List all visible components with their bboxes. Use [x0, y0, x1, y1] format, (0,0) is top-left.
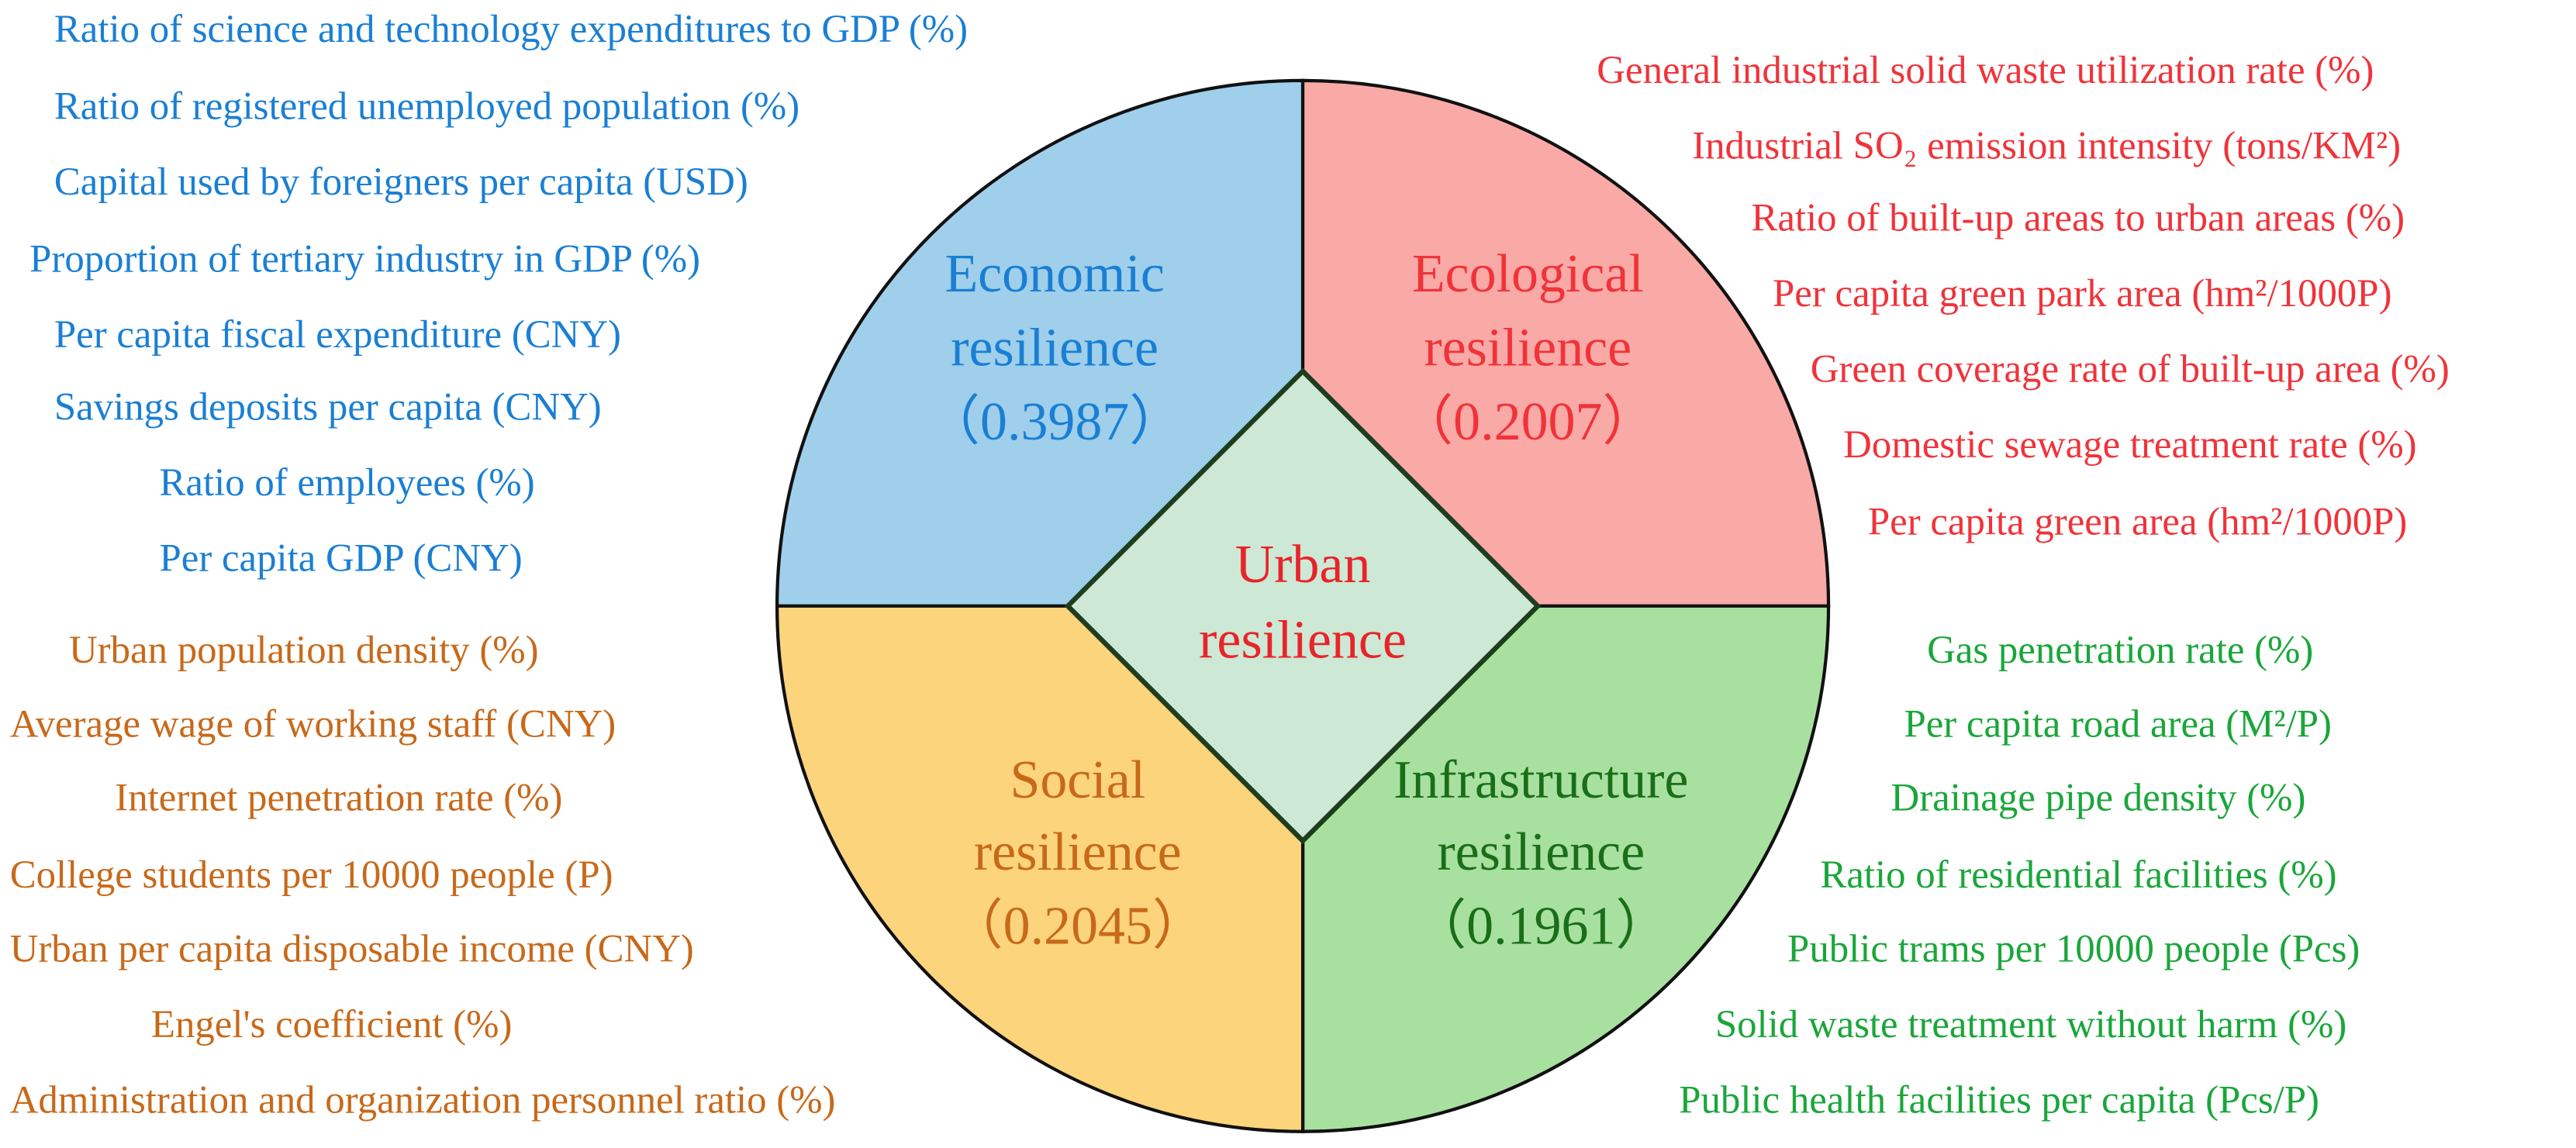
- indicator-label: Solid waste treatment without harm (%): [1715, 1002, 2346, 1046]
- center-label: Urban: [1235, 535, 1371, 595]
- indicator-label: Internet penetration rate (%): [115, 776, 562, 819]
- indicator-label: College students per 10000 people (P): [10, 853, 613, 896]
- dimension-title: Ecological: [1412, 244, 1644, 304]
- indicator-label: Ratio of residential facilities (%): [1820, 853, 2336, 896]
- indicator-label: General industrial solid waste utilizati…: [1597, 48, 2374, 91]
- indicator-label: Capital used by foreigners per capita (U…: [54, 160, 748, 203]
- indicator-label: Per capita road area (M²/P): [1904, 702, 2332, 745]
- social-sector: [775, 604, 1305, 1133]
- indicator-label: Industrial SO₂ emission intensity (tons/…: [1692, 124, 2401, 167]
- indicator-label: Urban per capita disposable income (CNY): [10, 927, 694, 970]
- indicator-label: Per capita GDP (CNY): [160, 536, 523, 579]
- indicator-label: Per capita green park area (hm²/1000P): [1773, 271, 2392, 315]
- ecological-sector: [1300, 78, 1831, 608]
- dimension-title: Economic: [944, 244, 1164, 304]
- indicator-label: Proportion of tertiary industry in GDP (…: [29, 237, 700, 281]
- economic-sector: [775, 78, 1305, 608]
- indicator-label: Ratio of built-up areas to urban areas (…: [1751, 196, 2405, 240]
- indicator-label: Public health facilities per capita (Pcs…: [1679, 1077, 2319, 1121]
- indicator-label: Per capita green area (hm²/1000P): [1868, 500, 2407, 543]
- dimension-weight: （0.3987）: [926, 392, 1183, 452]
- center-diamond: [1064, 367, 1542, 845]
- indicator-label: Ratio of science and technology expendit…: [54, 7, 968, 50]
- indicator-label: Average wage of working staff (CNY): [10, 702, 616, 745]
- dimension-title: resilience: [1437, 822, 1645, 882]
- dimension-weight: （0.2045）: [949, 896, 1207, 956]
- dimension-weight: （0.1961）: [1412, 896, 1670, 956]
- dimension-title: resilience: [974, 822, 1182, 882]
- indicator-label: Urban population density (%): [69, 628, 539, 671]
- dimension-title: Social: [1010, 750, 1145, 810]
- infrastructure-sector: [1300, 604, 1831, 1133]
- dimension-title: resilience: [951, 319, 1159, 378]
- indicator-label: Engel's coefficient (%): [151, 1002, 512, 1046]
- indicator-label: Ratio of registered unemployed populatio…: [54, 84, 799, 128]
- indicator-label: Ratio of employees (%): [160, 460, 535, 504]
- dimension-title: resilience: [1424, 319, 1632, 378]
- indicator-label: Drainage pipe density (%): [1891, 776, 2306, 819]
- indicator-label: Domestic sewage treatment rate (%): [1843, 422, 2417, 466]
- indicator-label: Savings deposits per capita (CNY): [54, 384, 602, 428]
- indicator-label: Green coverage rate of built-up area (%): [1811, 347, 2450, 391]
- dimension-weight: （0.2007）: [1399, 392, 1656, 452]
- indicator-label: Per capita fiscal expenditure (CNY): [54, 312, 621, 356]
- indicator-label: Gas penetration rate (%): [1927, 628, 2313, 671]
- center-label: resilience: [1199, 611, 1407, 671]
- indicator-label: Administration and organization personne…: [10, 1077, 836, 1121]
- dimension-title: Infrastructure: [1393, 750, 1688, 810]
- indicator-label: Public trams per 10000 people (Pcs): [1787, 927, 2360, 970]
